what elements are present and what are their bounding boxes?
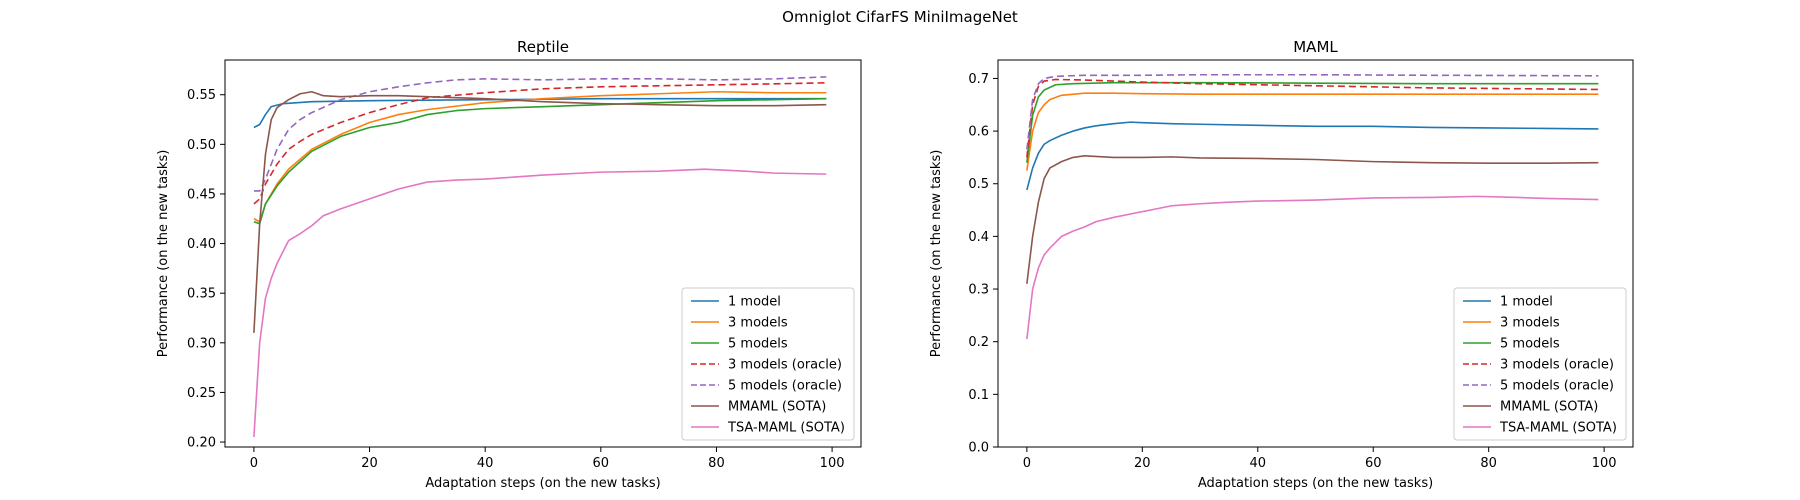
legend-label: TSA-MAML (SOTA) <box>1499 421 1617 436</box>
y-tick-label: 0.5 <box>968 177 989 192</box>
series-line-3-models <box>1026 92 1599 171</box>
series-line-3-models-oracle <box>1026 78 1599 158</box>
y-tick-label: 0.30 <box>187 336 216 351</box>
reptile-chart: Reptile Adaptation steps (on the new task… <box>156 38 862 491</box>
y-tick-label: 0.40 <box>187 237 216 252</box>
y-tick-label: 0.25 <box>187 386 216 401</box>
chart-title: MAML <box>1293 38 1338 56</box>
y-tick-label: 0.55 <box>187 88 216 103</box>
series-line-5-models <box>1026 81 1599 163</box>
series-group <box>253 76 827 438</box>
x-tick-label: 0 <box>250 456 258 471</box>
x-tick-label: 60 <box>593 456 610 471</box>
x-tick-label: 80 <box>708 456 725 471</box>
legend-label: 1 model <box>728 295 781 310</box>
series-line-3-models-oracle <box>253 82 827 205</box>
x-tick-label: 100 <box>820 456 845 471</box>
legend-label: 3 models (oracle) <box>1500 358 1614 373</box>
y-axis-label: Performance (on the new tasks) <box>156 150 171 358</box>
x-tick-label: 0 <box>1023 456 1031 471</box>
x-tick-label: 60 <box>1365 456 1382 471</box>
plot-frame <box>997 59 1634 448</box>
y-tick-label: 0.35 <box>187 287 216 302</box>
series-line-5-models-oracle <box>1026 73 1599 150</box>
legend-label: 3 models (oracle) <box>728 358 842 373</box>
legend: 1 model 3 models 5 models 3 models (oracle)… <box>681 287 855 441</box>
x-tick-label: 40 <box>477 456 494 471</box>
series-line-tsa-maml-sota <box>1026 195 1599 340</box>
legend: 1 model 3 models 5 models 3 models (oracle)… <box>1453 287 1627 441</box>
legend-box <box>681 287 855 441</box>
x-tick-label: 80 <box>1480 456 1497 471</box>
chart-title: Reptile <box>517 38 569 56</box>
y-tick-label: 0.2 <box>968 335 989 350</box>
y-tick-label: 0.1 <box>968 388 989 403</box>
legend-label: 5 models <box>728 337 788 352</box>
x-axis-label: Adaptation steps (on the new tasks) <box>425 476 660 491</box>
legend-label: 3 models <box>1500 316 1560 331</box>
series-line-1-model <box>1026 121 1599 191</box>
x-tick-label: 20 <box>361 456 378 471</box>
legend-label: MMAML (SOTA) <box>1500 400 1598 415</box>
y-tick-label: 0.7 <box>968 72 989 87</box>
series-line-tsa-maml-sota <box>253 168 827 438</box>
maml-chart: MAML Adaptation steps (on the new tasks) P… <box>929 38 1634 491</box>
legend-label: 1 model <box>1500 295 1553 310</box>
legend-label: 5 models (oracle) <box>728 379 842 394</box>
legend-label: 5 models (oracle) <box>1500 379 1614 394</box>
x-axis-label: Adaptation steps (on the new tasks) <box>1198 476 1433 491</box>
x-tick-label: 100 <box>1592 456 1617 471</box>
y-tick-label: 0.6 <box>968 125 989 140</box>
series-line-mmaml-sota <box>1026 155 1599 284</box>
y-tick-label: 0.20 <box>187 436 216 451</box>
y-tick-label: 0.50 <box>187 138 216 153</box>
series-line-1-model <box>253 97 827 129</box>
series-group <box>1026 73 1599 340</box>
legend-label: TSA-MAML (SOTA) <box>727 421 845 436</box>
figure-suptitle: Omniglot CifarFS MiniImageNet <box>782 8 1018 26</box>
x-tick-label: 40 <box>1249 456 1266 471</box>
y-tick-label: 0.4 <box>968 230 989 245</box>
y-tick-label: 0.45 <box>187 187 216 202</box>
series-line-5-models <box>253 97 827 225</box>
y-tick-label: 0.0 <box>968 441 989 456</box>
plot-frame <box>224 59 862 448</box>
legend-box <box>1453 287 1627 441</box>
y-tick-label: 0.3 <box>968 283 989 298</box>
legend-label: 3 models <box>728 316 788 331</box>
x-tick-label: 20 <box>1134 456 1151 471</box>
series-line-mmaml-sota <box>253 90 827 333</box>
legend-label: MMAML (SOTA) <box>728 400 826 415</box>
series-line-5-models-oracle <box>253 76 827 192</box>
legend-label: 5 models <box>1500 337 1560 352</box>
y-axis-label: Performance (on the new tasks) <box>929 150 944 358</box>
